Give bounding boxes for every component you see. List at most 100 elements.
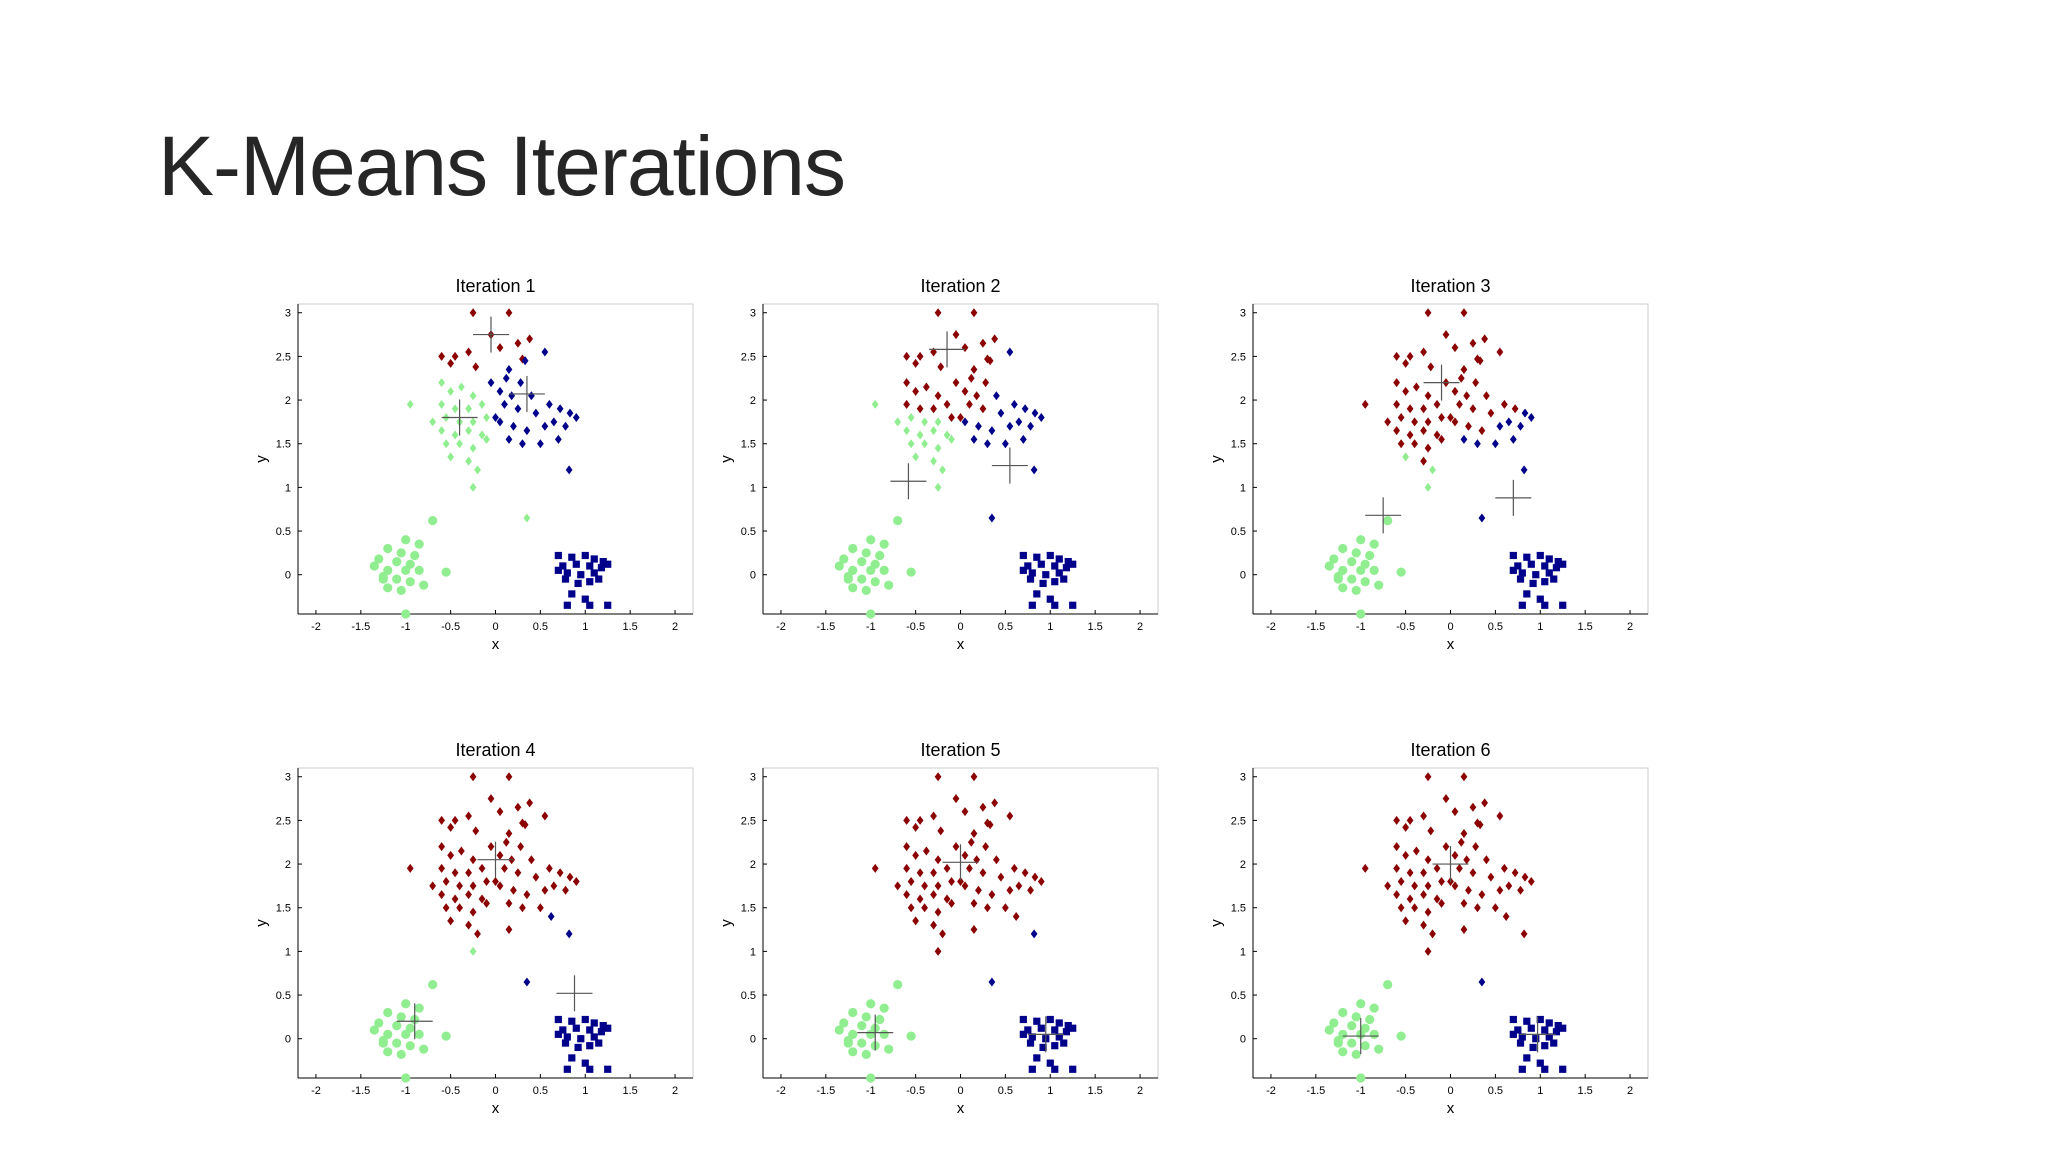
data-point-square [554,1015,562,1024]
data-point-diamond [934,482,942,492]
data-point-diamond [1030,465,1038,475]
data-point-circle [884,580,894,590]
y-tick-label: 2 [285,395,291,407]
data-point-square [568,1017,576,1025]
data-point-square [563,1065,571,1073]
data-point-diamond [469,772,477,782]
data-point-diamond [1527,413,1535,423]
data-point-diamond [982,378,990,388]
data-point-square [1529,1043,1537,1052]
data-point-diamond [1006,885,1014,895]
data-point-diamond [1478,426,1486,436]
data-point-diamond [537,903,544,913]
chart-panel-6: -2 -1.5 -1 -0.5 0 0.5 1 1.5 2 0 0.5 1 1.5 2 2.5 3 Iterat… [1208,740,1649,1117]
data-point-square [577,571,585,579]
data-point-square [1529,579,1537,588]
data-point-diamond [505,308,513,318]
y-tick-label: 1.5 [1231,903,1246,915]
data-point-diamond [469,443,477,453]
plot-area [297,767,694,1079]
x-tick-label: 2 [672,1085,678,1097]
data-point-diamond [957,877,964,887]
data-point-square [1060,575,1068,583]
y-tick-label: 3 [1240,772,1246,784]
data-point-diamond [1465,885,1472,895]
data-point-circle [1338,543,1348,554]
data-point-circle [879,539,889,549]
y-tick-label: 3 [285,308,291,320]
data-point-diamond [1402,822,1409,832]
data-point-diamond [523,890,531,900]
data-point-diamond [451,404,459,414]
data-point-diamond [934,772,942,782]
data-point-diamond [1021,404,1029,414]
data-point-square [1552,1028,1561,1036]
data-point-circle [1356,999,1366,1009]
data-point-circle [1369,1003,1379,1013]
data-point-square [554,551,562,560]
x-tick-label: 1 [1537,1085,1543,1097]
y-tick-label: 2 [1240,395,1246,407]
data-point-diamond [973,391,981,401]
data-point-diamond [930,404,937,414]
chart-title: Iteration 1 [455,276,535,296]
data-point-circle [401,565,411,575]
data-point-diamond [903,426,911,436]
data-point-diamond [1012,911,1020,921]
data-point-diamond [469,308,477,318]
data-point-diamond [514,868,522,878]
data-point-diamond [984,903,991,913]
data-point-diamond [514,338,522,348]
data-point-square [1046,1015,1054,1024]
data-point-diamond [447,850,454,860]
data-point-diamond [979,404,987,414]
data-point-diamond [1411,881,1418,891]
data-point-diamond [447,452,454,462]
data-point-square [1536,1059,1544,1067]
data-point-circle [1360,1041,1370,1051]
data-point-diamond [997,872,1005,882]
data-point-diamond [502,373,510,383]
data-point-diamond [991,798,998,808]
data-point-diamond [465,811,472,821]
data-point-diamond [1433,430,1441,440]
x-axis-label: x [957,636,965,653]
y-tick-label: 1 [750,482,756,494]
data-point-diamond [1469,868,1477,878]
data-point-square [1051,1042,1059,1050]
data-point-diamond [1517,421,1524,431]
y-tick-label: 0.5 [276,990,291,1002]
x-tick-label: 1 [1047,1085,1053,1097]
data-point-diamond [993,391,1000,401]
data-point-square [599,558,607,566]
data-point-square [1509,551,1517,560]
data-point-diamond [1496,811,1504,821]
x-tick-label: 0.5 [1488,1085,1503,1097]
data-point-circle [1333,571,1343,582]
data-point-square [1545,1033,1553,1041]
plot-area [1252,767,1649,1079]
data-point-diamond [406,399,414,409]
data-point-diamond [975,885,982,895]
data-point-diamond [1424,482,1432,492]
data-point-diamond [1361,863,1369,873]
data-point-diamond [510,421,517,431]
data-point-diamond [1361,399,1369,409]
data-point-square [1060,1039,1068,1047]
data-point-diamond [1424,881,1432,891]
data-point-diamond [943,863,951,873]
data-point-diamond [1478,513,1486,523]
data-point-circle [374,554,384,564]
data-point-diamond [1438,898,1445,908]
data-point-square [1042,571,1050,579]
data-point-diamond [930,811,937,821]
data-point-square [1509,1030,1517,1038]
y-tick-label: 1 [285,482,291,494]
data-point-diamond [1438,434,1445,444]
data-point-diamond [988,977,996,987]
data-point-diamond [469,907,477,917]
data-point-diamond [1424,772,1432,782]
data-point-diamond [907,413,915,423]
x-tick-label: 0 [492,1085,498,1097]
data-point-diamond [1037,877,1045,887]
